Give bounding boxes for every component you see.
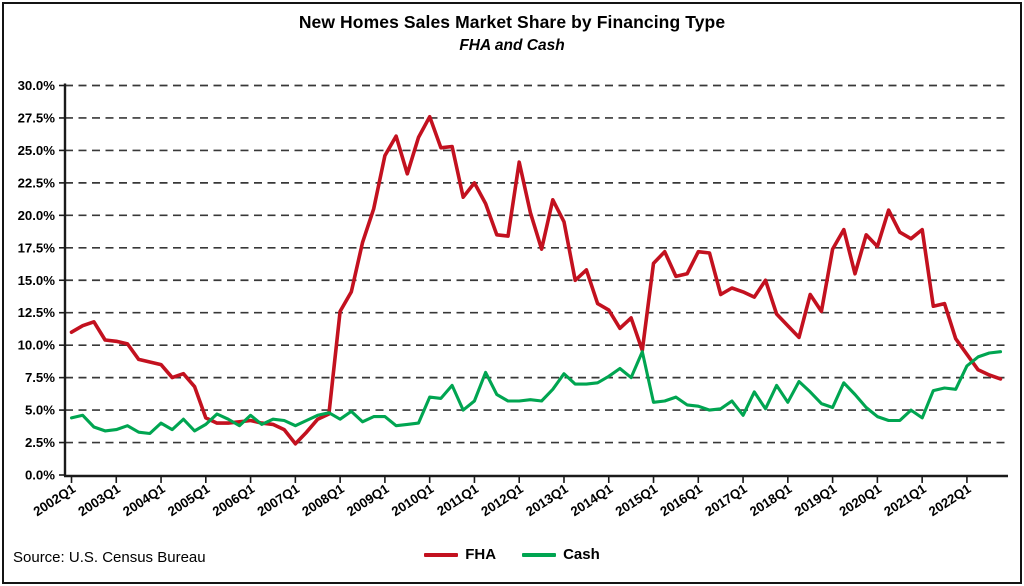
x-tick-label: 2003Q1 bbox=[75, 481, 123, 519]
x-tick-label: 2004Q1 bbox=[120, 481, 168, 519]
y-tick-label: 30.0% bbox=[18, 78, 56, 93]
x-tick-label: 2019Q1 bbox=[792, 481, 840, 519]
fha-line bbox=[69, 114, 1003, 446]
x-tick-label: 2007Q1 bbox=[254, 481, 302, 519]
x-tick-label: 2002Q1 bbox=[31, 481, 79, 519]
cash-line-swatch bbox=[522, 552, 557, 557]
x-tick-label: 2010Q1 bbox=[389, 481, 437, 519]
legend-item-cash: Cash bbox=[522, 546, 600, 563]
legend: FHA Cash bbox=[0, 546, 1024, 563]
y-tick-label: 7.5% bbox=[25, 370, 55, 385]
legend-label-fha: FHA bbox=[465, 546, 497, 563]
x-tick-label: 2017Q1 bbox=[702, 481, 750, 519]
y-tick-label: 20.0% bbox=[18, 208, 56, 223]
y-tick-label: 0.0% bbox=[25, 468, 55, 483]
chart-title: New Homes Sales Market Share by Financin… bbox=[298, 12, 726, 32]
x-tick-label: 2012Q1 bbox=[478, 481, 526, 519]
y-tick-label: 12.5% bbox=[18, 305, 56, 320]
y-tick-label: 2.5% bbox=[25, 435, 55, 450]
x-tick-label: 2008Q1 bbox=[299, 481, 347, 519]
x-tick-label: 2011Q1 bbox=[434, 481, 481, 519]
cash-line bbox=[69, 350, 1003, 436]
x-tick-label: 2006Q1 bbox=[210, 481, 258, 519]
y-tick-label: 25.0% bbox=[18, 143, 56, 158]
x-tick-label: 2014Q1 bbox=[568, 481, 616, 519]
x-tick-label: 2009Q1 bbox=[344, 481, 392, 519]
fha-line-swatch bbox=[424, 552, 459, 557]
y-tick-label: 22.5% bbox=[18, 175, 56, 190]
y-tick-label: 17.5% bbox=[18, 240, 56, 255]
y-tick-label: 27.5% bbox=[18, 110, 56, 125]
x-tick-label: 2021Q1 bbox=[881, 481, 929, 519]
x-tick-label: 2005Q1 bbox=[165, 481, 213, 519]
chart-subtitle: FHA and Cash bbox=[459, 37, 565, 54]
x-tick-label: 2013Q1 bbox=[523, 481, 571, 519]
legend-label-cash: Cash bbox=[563, 546, 600, 563]
y-tick-label: 15.0% bbox=[18, 273, 56, 288]
x-tick-label: 2015Q1 bbox=[613, 481, 661, 519]
x-tick-label: 2020Q1 bbox=[836, 481, 884, 519]
source-note: Source: U.S. Census Bureau bbox=[13, 549, 206, 566]
y-tick-label: 5.0% bbox=[25, 403, 55, 418]
legend-item-fha: FHA bbox=[424, 546, 496, 563]
x-tick-label: 2018Q1 bbox=[747, 481, 795, 519]
y-tick-label: 10.0% bbox=[18, 338, 56, 353]
x-tick-label: 2016Q1 bbox=[657, 481, 705, 519]
x-tick-label: 2022Q1 bbox=[926, 481, 974, 519]
